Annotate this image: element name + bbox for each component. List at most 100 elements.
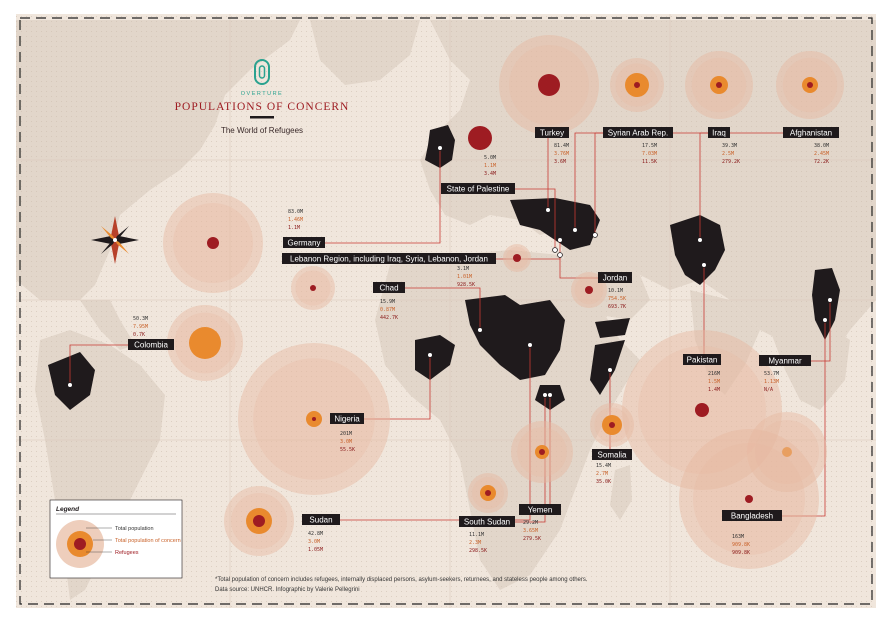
country-label-germany: Germany <box>288 239 321 248</box>
stat-n3-germany: 1.1M <box>288 225 300 231</box>
connector-colombia <box>69 344 151 385</box>
country-marker-afghanistan <box>697 237 703 243</box>
bubble-chad: Chad 15.9M 0.87M 442.7K <box>291 266 405 321</box>
stat-n2-afghanistan: 2.45M <box>814 151 829 157</box>
bubble-jordan: Jordan 10.1M 754.5K 693.7K <box>571 272 632 310</box>
legend: Legend Total population Total population… <box>49 499 183 579</box>
stat-n1-nigeria: 201M <box>340 431 352 437</box>
connector-chad <box>389 287 481 330</box>
bubble-yemen: Yemen 29.2M 3.65M 279.5K <box>511 421 573 542</box>
stat-n2-germany: 1.46M <box>288 217 303 223</box>
stat-n2-lebanon-region-including-iraq-: 1.01M <box>457 274 472 280</box>
country-marker-chad <box>477 327 483 333</box>
bubble-south-sudan: South Sudan 11.1M 2.3M 298.5K <box>459 473 515 554</box>
bubble-pakistan: Pakistan 216M 1.5M 1.4M <box>622 330 782 490</box>
bubble-sudan: Sudan 42.8M 3.0M 1.05M <box>224 486 340 556</box>
stat-n2-colombia: 7.95M <box>133 324 148 330</box>
stat-n2-pakistan: 1.5M <box>708 379 720 385</box>
bubble-colombia: Colombia 50.3M 7.95M 0.7K <box>128 305 243 381</box>
stat-n1-lebanon-region-including-iraq-: 3.1M <box>457 266 469 272</box>
label-box-pakistan <box>683 354 721 365</box>
stat-n1-somalia: 15.4M <box>596 463 611 469</box>
refugees-circle <box>585 286 593 294</box>
stat-n1-turkey: 81.4M <box>554 143 569 149</box>
country-colombia <box>48 352 95 410</box>
country-marker-jordan <box>557 252 563 258</box>
footnote-definition: *Total population of concern includes re… <box>215 577 588 583</box>
refugees-circle <box>310 285 316 291</box>
bubble-bangladesh: Bangladesh 163M 909.8K 909.8K <box>679 429 819 569</box>
bubble-nigeria: Nigeria 201M 3.0M 55.5K <box>238 343 390 495</box>
concern-circle <box>782 447 792 457</box>
country-label-nigeria: Nigeria <box>334 415 360 424</box>
country-label-chad: Chad <box>379 284 398 293</box>
compass-rose-icon <box>91 216 139 264</box>
bubble-lebanon-region-including-iraq-: Lebanon Region, including Iraq, Syria, L… <box>282 244 531 288</box>
page-subtitle: The World of Refugees <box>221 126 303 135</box>
connector-afghanistan <box>699 132 811 240</box>
stat-n2-yemen: 3.65M <box>523 528 538 534</box>
map-frame <box>19 17 873 605</box>
connector-nigeria <box>347 355 431 420</box>
stat-n3-colombia: 0.7K <box>133 332 145 338</box>
refugees-circle <box>745 495 753 503</box>
refugees-circle <box>634 82 640 88</box>
stat-n3-lebanon-region-including-iraq-: 928.5K <box>457 282 475 288</box>
refugees-circle <box>695 403 709 417</box>
country-label-state-of-palestine: State of Palestine <box>447 185 510 194</box>
label-box-turkey <box>535 127 569 138</box>
bubble-state-of-palestine: State of Palestine 5.0M 1.1M 3.4M <box>441 126 515 194</box>
bubble-germany: Germany 83.0M 1.46M 1.1M <box>163 193 325 293</box>
label-box-syrian-arab-rep <box>603 127 673 138</box>
label-box-yemen <box>519 504 561 515</box>
country-chad-sudan <box>465 295 565 380</box>
country-label-jordan: Jordan <box>603 274 627 283</box>
label-box-state-of-palestine <box>441 183 515 194</box>
country-marker-somalia <box>607 367 613 373</box>
stat-n2-myanmar: 1.13M <box>764 379 779 385</box>
stat-n1-yemen: 29.2M <box>523 520 538 526</box>
footnote-source: Data source: UNHCR. Infographic by Valer… <box>215 587 360 593</box>
country-label-bangladesh: Bangladesh <box>731 512 773 521</box>
label-box-bangladesh <box>722 510 782 521</box>
label-box-south-sudan <box>459 516 515 527</box>
stat-n3-nigeria: 55.5K <box>340 447 355 453</box>
bubble-syrian-arab-rep: Syrian Arab Rep. 17.5M 7.03M 11.5K <box>603 58 673 165</box>
stat-n1-myanmar: 53.7M <box>764 371 779 377</box>
label-box-afghanistan <box>783 127 839 138</box>
legend-item-refugees: Refugees <box>115 550 139 556</box>
refugees-circle <box>485 490 491 496</box>
refugees-circle <box>468 126 492 150</box>
refugees-circle <box>312 417 316 421</box>
country-marker-pakistan <box>701 262 707 268</box>
refugees-circle <box>609 422 615 428</box>
bubble-myanmar: Myanmar 53.7M 1.13M N/A <box>747 355 827 492</box>
stat-n1-south-sudan: 11.1M <box>469 532 484 538</box>
country-somalia <box>590 340 625 395</box>
stat-n3-turkey: 3.6M <box>554 159 566 165</box>
title-block: OVERTURE POPULATIONS OF CONCERN The Worl… <box>175 59 348 135</box>
country-marker-syrian-arab-rep <box>572 227 578 233</box>
stat-n2-sudan: 3.0M <box>308 539 320 545</box>
label-box-lebanon-region-including-iraq- <box>282 253 496 264</box>
country-label-colombia: Colombia <box>134 341 168 350</box>
stat-n1-afghanistan: 38.0M <box>814 143 829 149</box>
country-label-iraq: Iraq <box>712 129 726 138</box>
label-box-nigeria <box>330 413 364 424</box>
country-marker-iraq <box>592 232 598 238</box>
refugees-circle <box>253 515 265 527</box>
bubble-turkey: Turkey 81.4M 3.76M 3.6M <box>499 35 599 165</box>
stat-n3-chad: 442.7K <box>380 315 398 321</box>
refugees-circle <box>807 82 813 88</box>
stat-n2-south-sudan: 2.3M <box>469 540 481 546</box>
connector-germany <box>304 148 441 244</box>
country-marker-nigeria <box>427 352 433 358</box>
stat-n3-bangladesh: 909.8K <box>732 550 750 556</box>
refugees-circle <box>207 237 219 249</box>
stat-n3-state-of-palestine: 3.4M <box>484 171 496 177</box>
stat-n3-myanmar: N/A <box>764 387 773 393</box>
bubble-afghanistan: Afghanistan 38.0M 2.45M 72.2K <box>776 51 844 165</box>
stat-n2-nigeria: 3.0M <box>340 439 352 445</box>
refugees-circle <box>538 74 560 96</box>
